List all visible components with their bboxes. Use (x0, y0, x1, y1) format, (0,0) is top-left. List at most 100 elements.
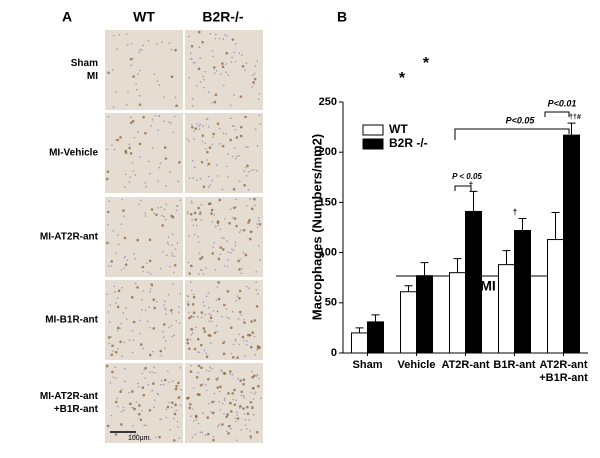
legend-swatch (362, 138, 384, 150)
cell (129, 116, 132, 119)
cell (248, 419, 250, 421)
cell (110, 336, 113, 338)
cell (125, 103, 128, 106)
cell (137, 382, 139, 385)
cell (150, 208, 154, 211)
cell (163, 146, 167, 149)
cell (239, 134, 242, 137)
cell (238, 231, 241, 233)
legend-label: B2R -/- (389, 136, 428, 150)
cell (128, 391, 130, 394)
cell (247, 221, 250, 224)
cell (240, 314, 243, 316)
cell (221, 188, 224, 191)
cell (189, 338, 192, 341)
cell (221, 315, 223, 318)
cell (114, 350, 118, 354)
cell (212, 246, 214, 249)
cell (192, 293, 195, 296)
cell (226, 413, 229, 416)
cell (186, 138, 188, 140)
cell (148, 238, 152, 242)
cell (149, 172, 151, 175)
cell (225, 63, 227, 65)
cell (122, 209, 125, 212)
cell (191, 98, 194, 100)
cell (116, 305, 120, 309)
cell (153, 306, 157, 310)
cell (175, 205, 178, 207)
cell (124, 263, 128, 266)
cell (190, 125, 194, 129)
cell (212, 438, 215, 442)
cell (231, 38, 235, 41)
cell (205, 352, 208, 355)
cell (203, 349, 206, 352)
cell (159, 267, 162, 270)
cell (148, 354, 151, 356)
cell (177, 381, 180, 385)
cell (208, 402, 210, 405)
cell (235, 420, 237, 423)
cell (111, 344, 114, 348)
cell (218, 198, 222, 202)
cell (162, 251, 164, 253)
cell (134, 282, 137, 285)
cell (234, 338, 237, 341)
cell (229, 373, 232, 375)
cell (122, 409, 125, 412)
cell (241, 267, 244, 270)
cell (131, 390, 134, 392)
cell (198, 125, 201, 128)
x-tick-label: B1R-ant (493, 359, 536, 371)
cell (219, 385, 222, 389)
cell (252, 74, 254, 76)
cell (249, 437, 252, 440)
cell (209, 32, 212, 35)
annotation: P<0.01 (548, 98, 577, 108)
cell (136, 286, 139, 289)
cell (124, 255, 127, 258)
cell (206, 416, 210, 419)
cell (211, 411, 215, 415)
cell (142, 289, 145, 292)
cell (193, 347, 197, 351)
cell (177, 426, 179, 428)
cell (148, 326, 151, 329)
scale-bar-label: 100μm (128, 435, 150, 442)
cell (205, 295, 208, 298)
cell (242, 251, 245, 254)
cell (170, 48, 173, 51)
cell (256, 60, 258, 62)
cell (191, 218, 193, 221)
cell (211, 179, 213, 182)
cell (200, 219, 203, 222)
cell (227, 251, 230, 253)
legend-swatch (362, 124, 384, 136)
cell (131, 119, 135, 123)
bar (547, 239, 564, 354)
cell (199, 178, 202, 180)
cell (237, 318, 240, 320)
cell (115, 138, 117, 141)
panel-label: A (62, 9, 72, 25)
cell (128, 146, 131, 150)
cell (230, 61, 233, 63)
cell (133, 436, 135, 438)
cell (138, 404, 141, 407)
cell (221, 62, 224, 65)
cell (197, 371, 200, 374)
cell (221, 248, 225, 251)
cell (243, 183, 246, 187)
cell (259, 259, 261, 262)
cell (133, 407, 136, 411)
cell (141, 410, 143, 412)
cell (217, 257, 221, 261)
cell (178, 161, 181, 164)
cell (134, 174, 137, 176)
cell (232, 343, 235, 346)
cell (242, 378, 246, 381)
cell (193, 138, 195, 140)
cell (113, 148, 116, 151)
cell (254, 354, 256, 356)
